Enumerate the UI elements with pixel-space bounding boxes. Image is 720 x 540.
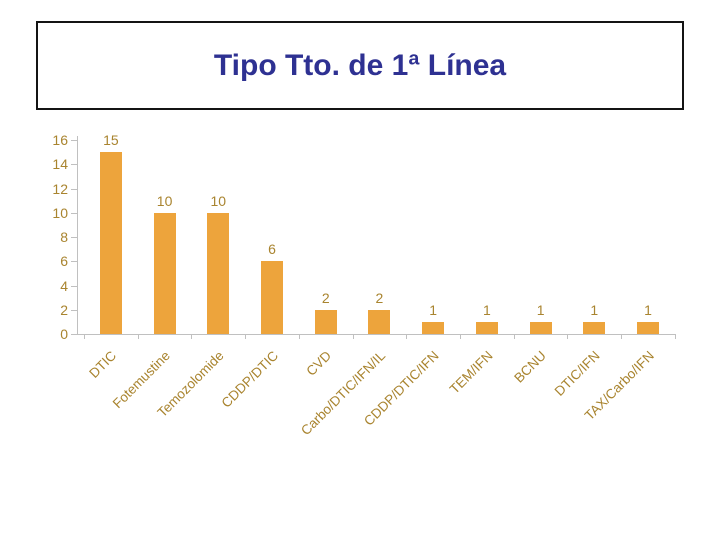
y-axis-tick-label: 2 [60, 301, 68, 318]
x-axis-tick [191, 334, 193, 339]
bar-value-label: 6 [268, 241, 276, 258]
y-axis-tick-label: 0 [60, 326, 68, 342]
title-box: Tipo Tto. de 1ª Línea [36, 21, 684, 110]
y-axis-tick [71, 334, 77, 335]
y-axis-tick [71, 261, 77, 263]
y-axis-tick [71, 140, 77, 141]
y-axis-tick [71, 188, 77, 190]
y-axis-tick [71, 309, 77, 311]
y-axis-tick-label: 12 [52, 180, 68, 197]
x-category-label: DTIC [86, 348, 120, 381]
bar [583, 321, 606, 334]
y-axis-tick-label: 14 [52, 156, 68, 173]
x-axis-tick [674, 334, 676, 339]
x-category-label: TEM/IFN [446, 348, 496, 397]
bar [261, 261, 284, 334]
bar-value-label: 1 [482, 301, 491, 318]
y-axis-tick [71, 237, 77, 238]
bar-value-label: 2 [375, 289, 384, 306]
x-category-label: CVD [303, 348, 335, 379]
x-axis-tick [460, 334, 462, 339]
bar [99, 152, 122, 334]
y-axis-tick-label: 6 [60, 253, 68, 270]
x-axis-tick [298, 334, 300, 339]
y-axis-tick-label: 4 [60, 277, 68, 294]
page-title: Tipo Tto. de 1ª Línea [213, 48, 507, 82]
bar [529, 321, 552, 334]
bar-value-label: 1 [590, 301, 599, 318]
bar [368, 309, 391, 334]
bar [637, 321, 660, 334]
x-axis-tick [245, 334, 247, 339]
x-axis-tick [567, 334, 569, 339]
bar [422, 321, 445, 334]
bar-value-label: 2 [321, 289, 330, 306]
y-axis-tick [71, 164, 77, 166]
bar-value-label: 10 [156, 192, 173, 209]
y-axis-tick [71, 285, 77, 287]
y-axis-tick-label: 10 [52, 204, 68, 221]
x-category-label: CDDP/DTIC [218, 348, 281, 411]
x-axis-tick [406, 334, 408, 339]
bar-value-label: 10 [210, 192, 227, 209]
y-axis-line [77, 136, 78, 335]
x-axis-tick [513, 334, 515, 339]
x-axis-tick [621, 334, 623, 339]
bar [314, 309, 337, 334]
bar [475, 321, 498, 334]
bar [207, 212, 230, 334]
bar [153, 212, 176, 334]
y-axis-tick-label: 16 [52, 132, 68, 148]
bar-value-label: 1 [536, 301, 545, 318]
x-axis-line [77, 334, 675, 335]
x-axis-tick [137, 334, 139, 339]
x-axis-tick [84, 334, 85, 339]
y-axis-tick-label: 8 [60, 229, 68, 245]
bar-value-label: 1 [429, 301, 438, 318]
x-category-label: DTIC/IFN [552, 348, 603, 399]
x-axis-tick [352, 334, 354, 339]
bar-value-label: 15 [103, 132, 119, 149]
bar-value-label: 1 [644, 301, 652, 318]
y-axis-tick [71, 212, 77, 214]
x-category-label: BCNU [511, 348, 550, 386]
